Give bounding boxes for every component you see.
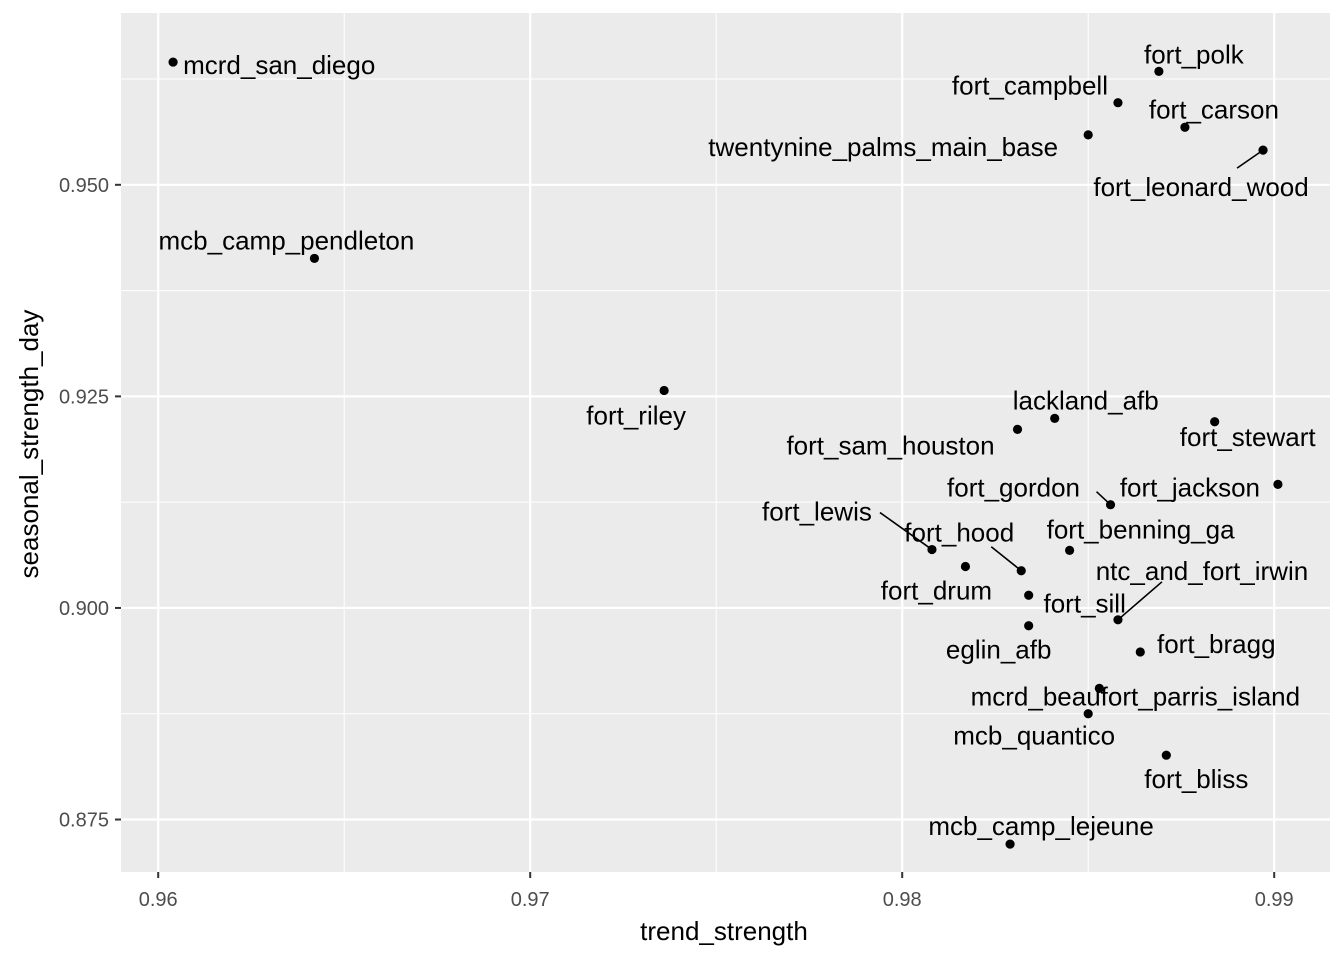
point-label: fort_leonard_wood (1093, 172, 1308, 202)
point-label: twentynine_palms_main_base (708, 132, 1058, 162)
point-label: mcrd_beaufort_parris_island (971, 681, 1301, 711)
y-tick-label: 0.875 (59, 810, 109, 832)
data-point (1161, 750, 1171, 760)
x-tick-label: 0.96 (139, 889, 178, 911)
y-tick-label: 0.925 (59, 386, 109, 408)
y-axis-title: seasonal_strength_day (14, 310, 44, 579)
leader-line (1236, 149, 1264, 169)
data-point (1005, 839, 1015, 849)
y-tick-label: 0.900 (59, 598, 109, 620)
data-point (1065, 545, 1075, 556)
point-label: fort_lewis (762, 497, 872, 527)
data-point (1050, 413, 1060, 423)
data-point (1094, 683, 1104, 693)
grid-lines (121, 13, 1330, 872)
data-point (1210, 417, 1220, 427)
data-point (1083, 130, 1093, 140)
point-label: fort_sam_houston (786, 430, 994, 460)
x-axis-title: trend_strength (640, 916, 808, 946)
x-axis-ticks: 0.96 0.97 0.98 0.99 (139, 872, 1294, 911)
point-label: fort_hood (904, 518, 1014, 548)
point-label: fort_carson (1149, 94, 1279, 124)
data-point (1024, 621, 1034, 631)
data-point (1154, 66, 1164, 76)
point-label: fort_bliss (1144, 764, 1248, 794)
point-label: mcb_camp_lejeune (928, 811, 1153, 841)
data-point (659, 385, 669, 396)
y-tick-label: 0.950 (59, 175, 109, 197)
data-point (1024, 590, 1034, 600)
point-label: fort_benning_ga (1047, 514, 1235, 544)
plot-panel (121, 13, 1330, 872)
point-label: mcrd_san_diego (183, 50, 375, 80)
point-label: fort_sill (1044, 588, 1126, 618)
point-label: fort_riley (586, 400, 686, 430)
data-points (168, 57, 1283, 849)
data-point (1113, 98, 1123, 108)
leader-line (1095, 491, 1112, 506)
data-point (1180, 122, 1190, 132)
point-label: fort_jackson (1120, 472, 1260, 502)
x-tick-label: 0.97 (511, 889, 550, 911)
point-label: mcb_quantico (953, 721, 1115, 751)
point-label: fort_campbell (952, 71, 1108, 101)
x-tick-label: 0.98 (883, 889, 922, 911)
point-label: fort_drum (881, 575, 992, 605)
point-label: fort_gordon (947, 473, 1080, 503)
data-point (960, 561, 971, 572)
point-label: eglin_afb (946, 635, 1052, 665)
point-labels: mcrd_san_diego mcb_camp_pendleton fort_ril… (159, 39, 1317, 841)
label-leader-lines (879, 149, 1264, 621)
leader-line (879, 511, 933, 551)
point-label: fort_polk (1144, 39, 1245, 69)
data-point (1273, 479, 1283, 489)
leader-line (990, 546, 1022, 572)
x-tick-label: 0.99 (1255, 889, 1294, 911)
data-point (309, 253, 320, 264)
data-point (1135, 647, 1145, 657)
leader-line (1117, 581, 1163, 621)
y-axis-ticks: 0.875 0.900 0.925 0.950 (59, 175, 121, 832)
data-point (1083, 709, 1093, 719)
point-label: ntc_and_fort_irwin (1096, 556, 1308, 586)
point-label: fort_bragg (1157, 629, 1276, 659)
point-label: fort_stewart (1180, 422, 1317, 452)
data-point (1012, 424, 1023, 434)
data-point (168, 57, 178, 67)
point-label: lackland_afb (1013, 385, 1159, 415)
point-label: mcb_camp_pendleton (159, 225, 415, 255)
